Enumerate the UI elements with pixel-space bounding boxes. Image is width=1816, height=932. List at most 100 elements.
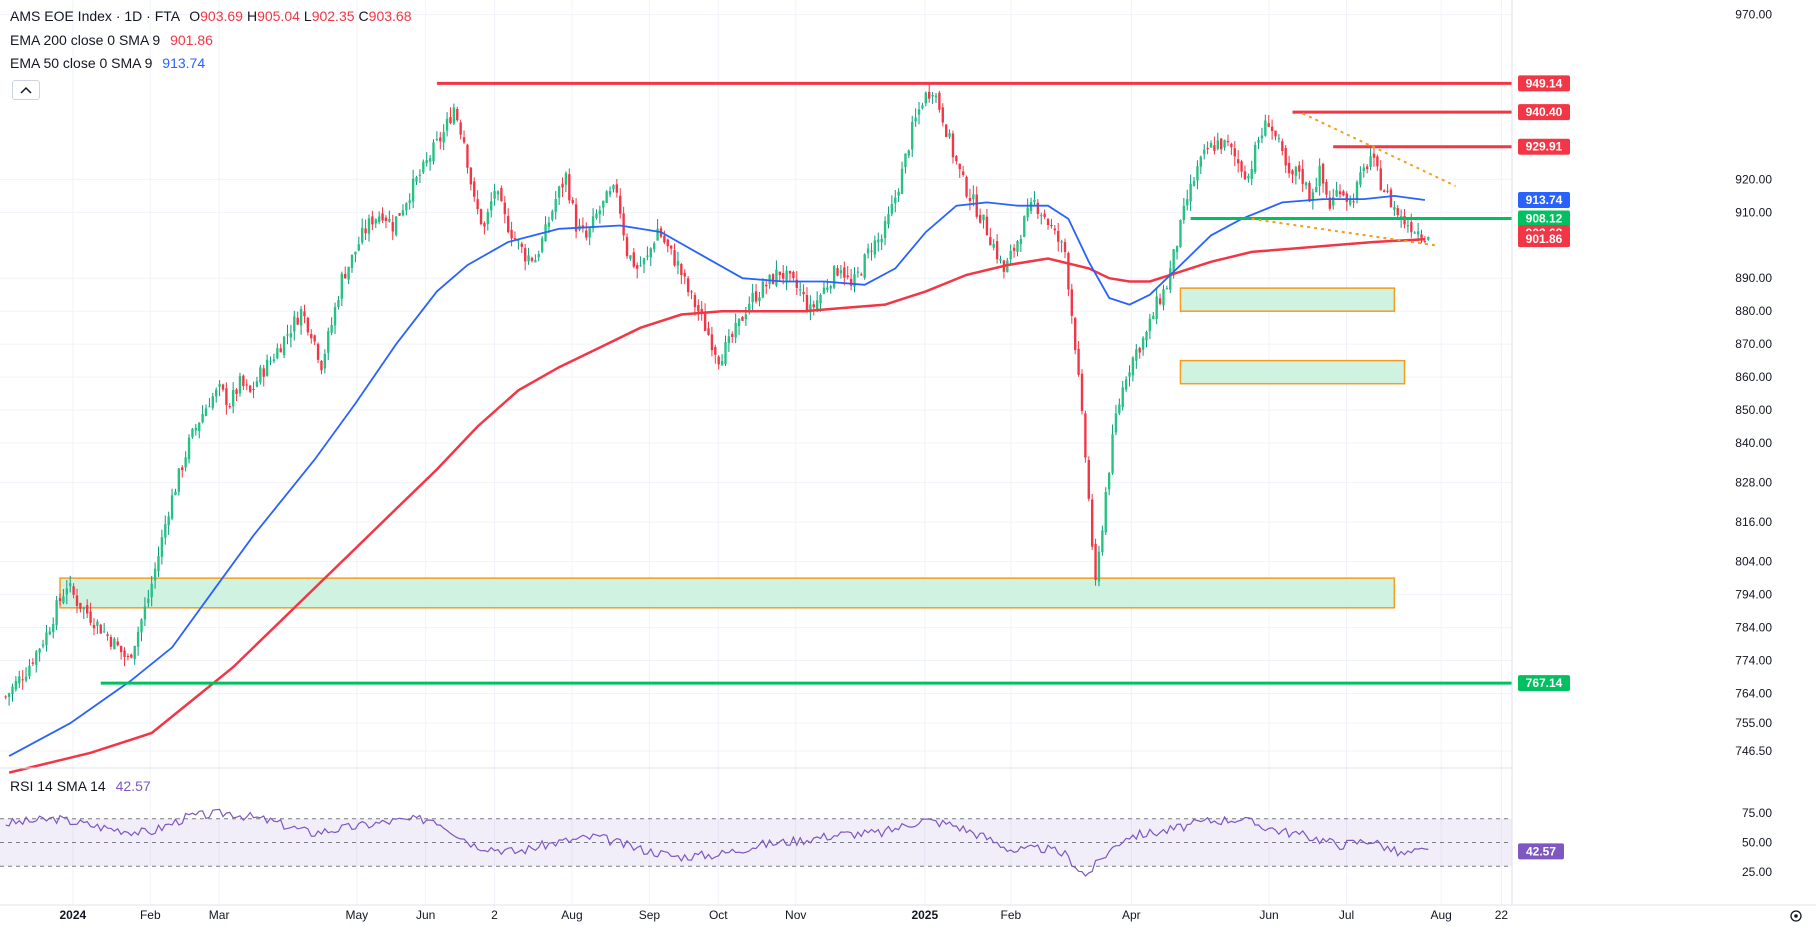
candle-body xyxy=(476,199,479,210)
candle-body xyxy=(1277,138,1281,140)
candle xyxy=(398,212,401,216)
candle-body xyxy=(894,197,897,204)
candle-body xyxy=(1264,120,1267,136)
candle xyxy=(1182,198,1186,224)
candle-body xyxy=(907,150,911,156)
candle xyxy=(1203,144,1206,160)
candle-body xyxy=(296,317,299,325)
candle-body xyxy=(102,631,106,633)
candle-body xyxy=(225,388,228,406)
candle-body xyxy=(1352,201,1355,203)
candle xyxy=(636,262,639,279)
candle-body xyxy=(415,177,418,182)
candle-body xyxy=(636,265,639,269)
candle-body xyxy=(11,686,14,694)
candle-body xyxy=(75,595,79,606)
candle xyxy=(381,207,384,223)
candle-body xyxy=(507,216,510,233)
candle xyxy=(344,266,347,279)
candle-body xyxy=(1152,315,1155,320)
candle xyxy=(1046,217,1050,230)
ema50-legend[interactable]: EMA 50 close 0 SMA 9 913.74 xyxy=(10,55,205,71)
candle xyxy=(82,606,85,620)
candle xyxy=(490,192,493,218)
price-tick-label: 774.00 xyxy=(1735,654,1772,668)
candle xyxy=(822,281,826,295)
candle xyxy=(1362,163,1365,178)
candle xyxy=(622,206,625,241)
candle-body xyxy=(259,367,262,383)
candle xyxy=(720,354,724,366)
candle xyxy=(1009,244,1012,266)
candle xyxy=(411,169,415,209)
candle-body xyxy=(337,300,340,308)
candle-body xyxy=(585,230,588,238)
candle xyxy=(1053,225,1057,235)
rsi-value-tag: 42.57 xyxy=(1518,843,1564,860)
candle-body xyxy=(1393,207,1396,210)
ema200-legend[interactable]: EMA 200 close 0 SMA 9 901.86 xyxy=(10,32,213,48)
candle-body xyxy=(826,287,829,290)
candle-body xyxy=(978,215,982,223)
candle xyxy=(384,215,388,229)
time-tick-label: 2025 xyxy=(911,908,938,922)
candle-body xyxy=(591,216,595,229)
candle xyxy=(1094,538,1097,586)
candle-body xyxy=(1220,138,1223,150)
candle-body xyxy=(758,297,761,301)
candle xyxy=(422,159,425,175)
candle-body xyxy=(625,236,629,257)
candle-body xyxy=(975,194,978,217)
collapse-legend-button[interactable] xyxy=(12,80,40,100)
candle-body xyxy=(99,624,102,634)
candle-body xyxy=(588,227,591,238)
candle xyxy=(1281,138,1284,156)
candle-body xyxy=(819,295,822,304)
candle xyxy=(394,216,398,237)
settings-gear-icon[interactable] xyxy=(1790,910,1802,922)
candle xyxy=(1026,198,1029,222)
candle-body xyxy=(136,631,140,647)
price-label-text: 929.91 xyxy=(1526,140,1563,154)
candle xyxy=(985,208,989,236)
candle-body xyxy=(615,184,619,193)
candle xyxy=(802,284,805,302)
candle-body xyxy=(727,336,731,344)
candle-body xyxy=(282,336,286,356)
candle xyxy=(374,218,377,228)
candle xyxy=(999,255,1002,264)
candle xyxy=(734,313,737,344)
candle xyxy=(1267,114,1270,128)
candle-body xyxy=(622,213,625,236)
candle xyxy=(788,270,792,283)
candle-body xyxy=(238,376,242,394)
candle xyxy=(812,300,815,316)
rsi-legend[interactable]: RSI 14 SMA 14 42.57 xyxy=(10,778,151,794)
candle-body xyxy=(900,168,904,194)
price-tick-label: 755.00 xyxy=(1735,716,1772,730)
candle xyxy=(235,388,238,401)
candle-body xyxy=(469,167,473,185)
candle-body xyxy=(795,279,798,288)
candle-body xyxy=(693,294,697,308)
price-label-bg xyxy=(1518,138,1570,155)
candle-body xyxy=(656,228,659,241)
candle-body xyxy=(248,385,252,392)
price-tick-label: 816.00 xyxy=(1735,515,1772,529)
ohlc-key-h: H xyxy=(246,8,258,24)
candle xyxy=(1135,344,1138,369)
candle-body xyxy=(62,596,65,603)
candle xyxy=(944,124,948,138)
candle xyxy=(510,221,513,247)
candle-body xyxy=(361,227,364,243)
candle xyxy=(1342,189,1345,197)
candle-body xyxy=(931,94,934,97)
time-tick-label: 2 xyxy=(491,908,498,922)
candle xyxy=(147,589,150,608)
candle xyxy=(843,261,846,286)
candle xyxy=(1145,330,1148,348)
candle xyxy=(775,260,778,288)
candle xyxy=(955,155,958,165)
